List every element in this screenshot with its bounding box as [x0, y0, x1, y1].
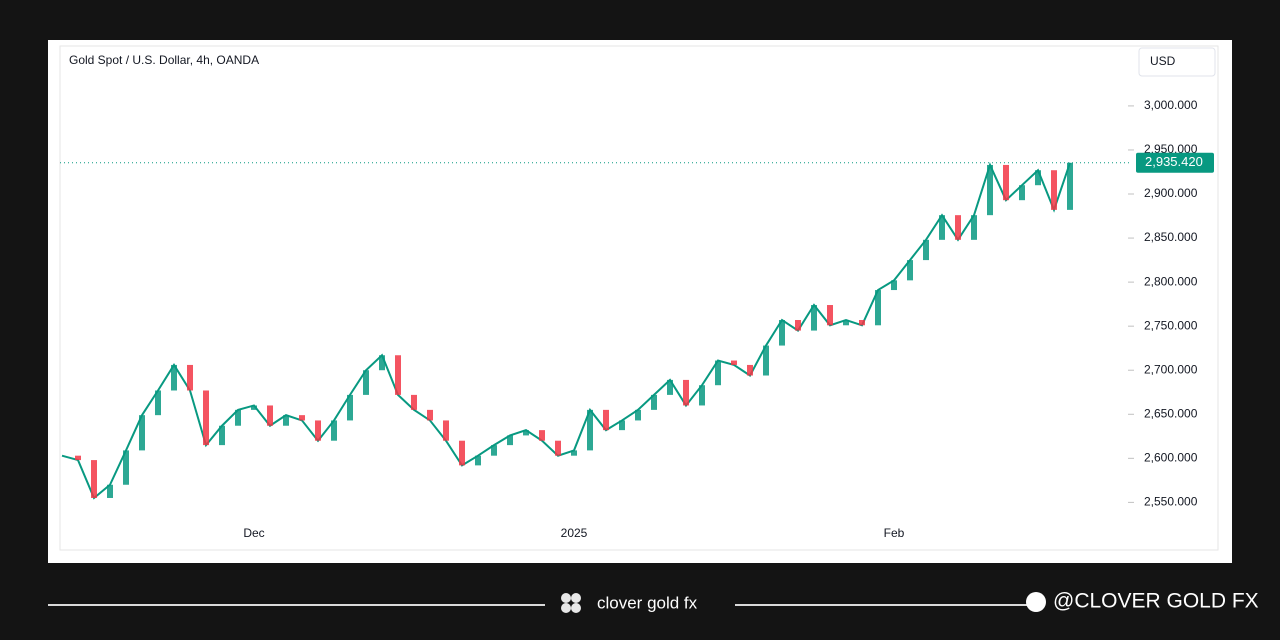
candle — [427, 409, 433, 421]
y-tick-label: 2,600.000 — [1144, 450, 1198, 464]
currency-label: USD — [1150, 54, 1176, 68]
y-tick-label: 3,000.000 — [1144, 98, 1198, 112]
candle — [683, 379, 689, 406]
currency-box[interactable] — [1138, 47, 1216, 77]
y-tick-label: 2,750.000 — [1144, 318, 1198, 332]
candle — [987, 164, 993, 216]
candle — [475, 455, 481, 466]
candle — [811, 305, 817, 331]
y-tick-label: 2,700.000 — [1144, 362, 1198, 376]
candle — [843, 320, 849, 326]
clover-icon — [561, 593, 581, 613]
candle — [1051, 170, 1057, 210]
candle — [891, 280, 897, 291]
candle — [251, 405, 257, 410]
y-tick-label: 2,800.000 — [1144, 274, 1198, 288]
y-tick-label: 2,650.000 — [1144, 406, 1198, 420]
chart-panel — [48, 40, 1232, 563]
candle — [923, 239, 929, 261]
candle — [1003, 164, 1009, 201]
plot: 2,550.000 2,600.000 2,650.000 2,700.000 2,75… — [60, 98, 1214, 540]
x-tick-label: 2025 — [561, 526, 588, 540]
candle — [299, 415, 305, 421]
candle — [187, 364, 193, 391]
candle — [235, 409, 241, 426]
candle — [715, 360, 721, 386]
candle — [171, 364, 177, 391]
last-price-tag — [1136, 152, 1214, 173]
y-tick-label: 2,850.000 — [1144, 230, 1198, 244]
candle — [459, 440, 465, 466]
candle — [555, 440, 561, 456]
y-tick-label: 2,950.000 — [1144, 142, 1198, 156]
candle — [763, 345, 769, 376]
candle — [955, 215, 961, 240]
candle — [635, 409, 641, 421]
candle — [219, 425, 225, 446]
candle — [875, 290, 881, 326]
candle — [75, 455, 81, 461]
candle — [155, 390, 161, 416]
candle — [491, 445, 497, 456]
candle — [363, 370, 369, 395]
last-price-label: 2,935.420 — [1145, 154, 1203, 169]
candle — [827, 305, 833, 326]
candle — [651, 394, 657, 410]
facebook-icon — [1026, 592, 1046, 612]
candle — [203, 390, 209, 446]
candle — [699, 385, 705, 406]
candle — [379, 355, 385, 371]
candle — [747, 364, 753, 376]
candle — [523, 430, 529, 436]
candle — [411, 394, 417, 410]
candle — [331, 420, 337, 441]
candle — [539, 430, 545, 441]
candle — [267, 405, 273, 426]
candle — [971, 215, 977, 240]
candle — [123, 450, 129, 485]
plot-frame — [59, 45, 1219, 551]
candle — [283, 415, 289, 426]
candle — [859, 320, 865, 326]
candle — [667, 379, 673, 395]
candle — [779, 320, 785, 346]
candle — [619, 420, 625, 431]
candle — [347, 394, 353, 421]
candle — [731, 360, 737, 365]
candle — [1067, 162, 1073, 210]
candle — [315, 420, 321, 441]
candle — [795, 320, 801, 331]
footer-handle: @CLOVER GOLD FX — [1053, 590, 1259, 613]
x-tick-label: Feb — [884, 526, 905, 540]
y-tick-label: 2,900.000 — [1144, 186, 1198, 200]
candle — [939, 215, 945, 240]
price-line — [61, 162, 1071, 500]
candle — [1035, 170, 1041, 186]
candle — [1019, 185, 1025, 201]
candle — [571, 450, 577, 456]
candle — [587, 409, 593, 451]
candle — [603, 409, 609, 431]
candle — [507, 435, 513, 446]
candle — [107, 484, 113, 498]
y-tick-label: 2,550.000 — [1144, 495, 1198, 509]
candle — [443, 420, 449, 441]
candle — [139, 415, 145, 451]
x-tick-label: Dec — [243, 526, 264, 540]
candle — [907, 260, 913, 281]
candle — [91, 460, 97, 498]
footer-brand: clover gold fx — [597, 593, 698, 612]
chart-title: Gold Spot / U.S. Dollar, 4h, OANDA — [69, 53, 259, 67]
candle — [395, 355, 401, 395]
